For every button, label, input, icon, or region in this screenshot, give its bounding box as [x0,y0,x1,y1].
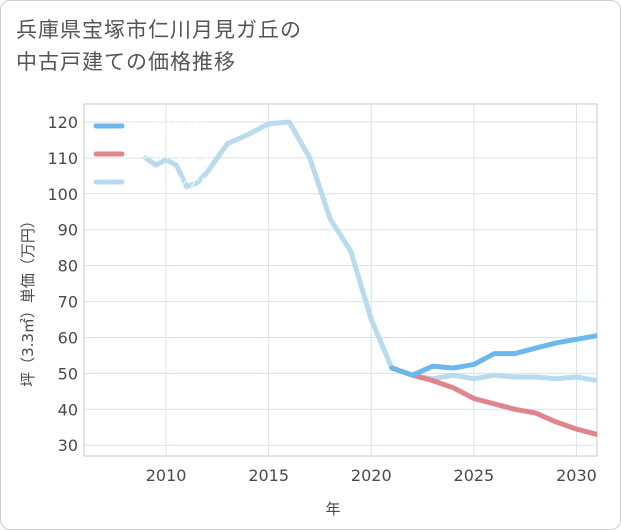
chart-title-line-1: 兵庫県宝塚市仁川月見ガ丘の [16,18,302,42]
x-tick-labels: 2010 2015 2020 2025 2030 [146,466,597,485]
grid-lines [84,104,597,456]
legend-label: バッドシナリオ [128,147,212,161]
y-tick-label: 40 [58,400,78,419]
series-layer [143,119,597,437]
series-line-0 [389,333,597,378]
x-tick-label: 2015 [248,466,289,485]
y-tick-label: 110 [47,149,78,168]
y-tick-label: 120 [47,113,78,132]
y-tick-label: 30 [58,436,78,455]
chart-title: 兵庫県宝塚市仁川月見ガ丘の 中古戸建ての価格推移 [16,14,302,78]
legend-label: ノーマルシナリオ [128,175,224,189]
y-axis-label: 坪（3.3㎡）単価（万円） [19,213,37,387]
series-line-1 [389,365,597,437]
y-tick-label: 70 [58,293,78,312]
x-axis-label: 年 [325,500,340,518]
chart-title-line-2: 中古戸建ての価格推移 [16,50,236,74]
x-tick-label: 2025 [454,466,495,485]
x-tick-label: 2020 [351,466,392,485]
plot-area-border [83,103,598,457]
legend-label: グッドシナリオ [128,119,212,133]
y-tick-label: 100 [47,185,78,204]
y-tick-label: 60 [58,328,78,347]
y-tick-label: 80 [58,257,78,276]
y-tick-label: 90 [58,221,78,240]
y-tick-labels: 30 40 50 60 70 80 90 100 110 120 [47,113,78,455]
y-tick-label: 50 [58,364,78,383]
x-tick-label: 2010 [146,466,187,485]
series-line-2 [143,119,597,384]
x-tick-label: 2030 [556,466,597,485]
